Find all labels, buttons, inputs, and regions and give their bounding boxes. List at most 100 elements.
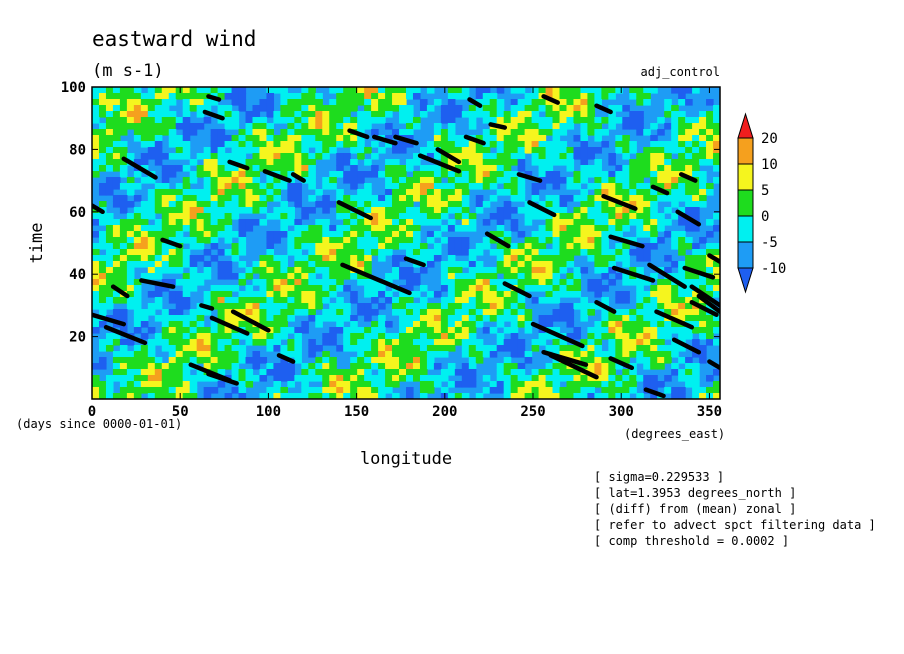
heatmap-cell [657, 285, 665, 292]
heatmap-cell [238, 273, 247, 280]
heatmap-cell [454, 261, 463, 268]
heatmap-cell [650, 351, 658, 358]
heatmap-cell [98, 141, 107, 148]
heatmap-cell [489, 345, 498, 352]
threshold-streak [160, 237, 183, 249]
heatmap-cell [399, 321, 407, 328]
heatmap-cell [552, 393, 561, 399]
heatmap-cell [322, 231, 330, 238]
heatmap-cell [496, 339, 505, 346]
heatmap-cell [273, 237, 281, 244]
heatmap-cell [531, 249, 540, 256]
heatmap-cell [545, 345, 554, 352]
heatmap-cell [357, 369, 365, 376]
heatmap-cell [168, 291, 177, 298]
heatmap-cell [161, 99, 170, 106]
heatmap-cell [273, 363, 281, 370]
heatmap-cell [371, 327, 379, 334]
heatmap-cell [322, 297, 330, 304]
heatmap-cell [412, 357, 421, 364]
heatmap-cell [336, 135, 344, 142]
heatmap-cell [685, 159, 693, 166]
heatmap-cell [559, 261, 568, 268]
heatmap-cell [308, 225, 316, 232]
heatmap-cell [175, 141, 184, 148]
y-tick-label: 100 [61, 80, 86, 96]
heatmap-cell [433, 135, 442, 142]
heatmap-cell [399, 267, 407, 274]
threshold-streak [696, 293, 720, 314]
heatmap-cell [92, 303, 100, 310]
heatmap-cell [315, 99, 323, 106]
heatmap-cell [517, 207, 526, 214]
heatmap-cell [392, 87, 400, 94]
heatmap-cell [252, 357, 261, 364]
heatmap-cell [461, 249, 470, 256]
heatmap-cell [364, 309, 372, 316]
heatmap-cell [301, 159, 309, 166]
heatmap-cell [238, 87, 247, 94]
heatmap-cell [706, 183, 714, 190]
heatmap-cell [580, 87, 589, 94]
heatmap-cell [552, 105, 561, 112]
heatmap-cell [175, 345, 184, 352]
heatmap-cell [608, 111, 616, 118]
heatmap-cell [175, 315, 184, 322]
heatmap-cell [259, 117, 268, 124]
heatmap-cell [385, 369, 393, 376]
heatmap-cell [287, 111, 295, 118]
heatmap-cell [426, 165, 435, 172]
heatmap-cell [636, 123, 644, 130]
heatmap-cell [245, 297, 254, 304]
heatmap-cell [315, 93, 323, 100]
heatmap-cell [475, 207, 484, 214]
heatmap-cell [615, 351, 623, 358]
heatmap-cell [273, 369, 281, 376]
heatmap-cell [510, 249, 519, 256]
heatmap-cell [475, 171, 484, 178]
heatmap-cell [371, 333, 379, 340]
heatmap-cell [238, 309, 247, 316]
heatmap-cell [482, 141, 491, 148]
heatmap-cell [531, 231, 540, 238]
heatmap-cell [343, 219, 351, 226]
heatmap-cell [294, 279, 302, 286]
heatmap-cell [357, 255, 365, 262]
heatmap-cell [433, 99, 442, 106]
heatmap-cell [573, 225, 582, 232]
heatmap-cell [126, 249, 135, 256]
heatmap-cell [217, 183, 226, 190]
heatmap-cell [629, 321, 637, 328]
heatmap-cell [622, 147, 630, 154]
heatmap-cell [231, 285, 240, 292]
heatmap-cell [266, 183, 275, 190]
heatmap-cell [678, 357, 686, 364]
heatmap-cell [161, 333, 170, 340]
heatmap-cell [615, 315, 623, 322]
heatmap-cell [419, 339, 428, 346]
heatmap-cell [182, 363, 191, 370]
threshold-streak [206, 371, 239, 386]
heatmap-cell [399, 213, 407, 220]
heatmap-cell [503, 165, 512, 172]
heatmap-cell [538, 117, 547, 124]
threshold-streak [675, 209, 702, 227]
heatmap-cell [259, 141, 268, 148]
heatmap-cell [573, 153, 582, 160]
heatmap-cell [147, 141, 156, 148]
heatmap-cell [461, 345, 470, 352]
heatmap-cell [133, 303, 142, 310]
heatmap-cell [440, 303, 449, 310]
heatmap-cell [545, 273, 554, 280]
heatmap-cell [273, 195, 281, 202]
heatmap-cell [119, 297, 128, 304]
heatmap-cell [336, 387, 344, 394]
heatmap-cell [545, 105, 554, 112]
heatmap-cell [168, 321, 177, 328]
heatmap-cell [517, 183, 526, 190]
heatmap-cell [168, 129, 177, 136]
heatmap-cell [713, 129, 720, 136]
heatmap-cell [168, 369, 177, 376]
heatmap-cell [161, 87, 170, 94]
heatmap-cell [706, 333, 714, 340]
